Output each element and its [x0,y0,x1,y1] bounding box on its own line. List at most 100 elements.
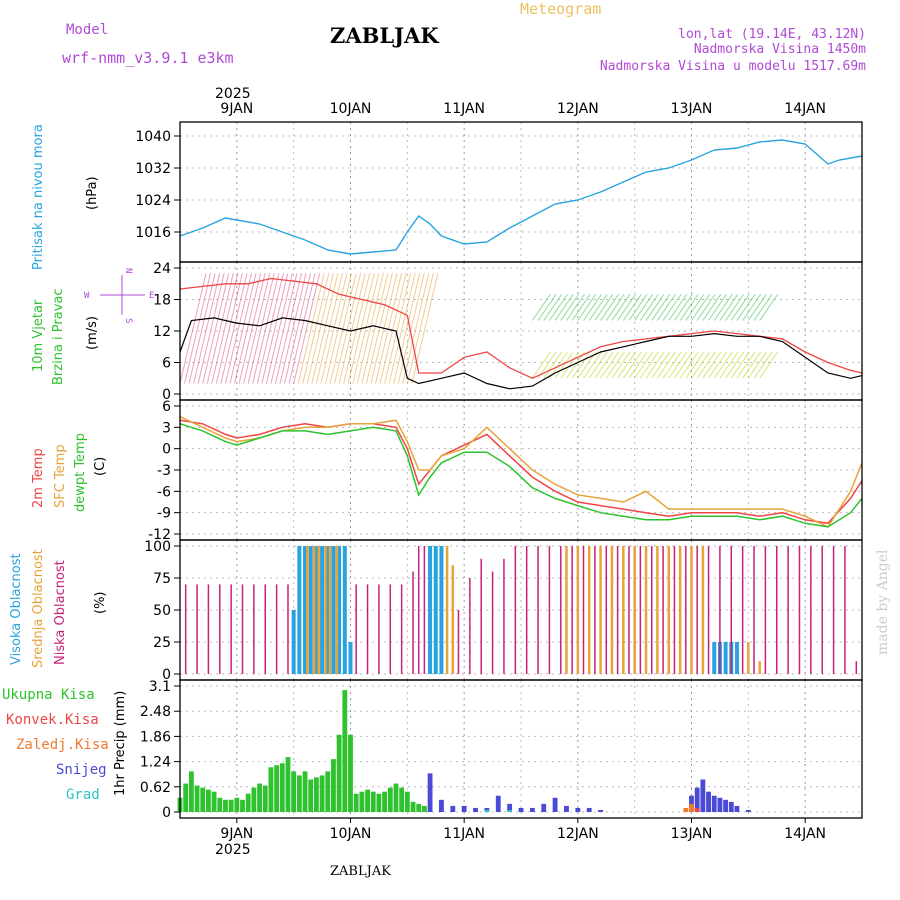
wind-barb [554,351,574,379]
cloud-unit: (%) [93,592,108,615]
wind-barb [679,351,699,379]
wind-barb [352,273,380,384]
y-tick-label: -3 [157,463,171,479]
low-cloud-bar [776,546,778,674]
low-cloud-bar [503,558,505,674]
compass-s: S [123,318,133,323]
cloud-title-3: Niska Oblacnost [53,560,68,665]
grid-layer [180,122,863,818]
low-cloud-bar [594,546,596,674]
wind-barb [566,293,585,321]
low-cloud-bar [741,546,744,674]
low-cloud-bar [696,546,698,674]
wind-barb [645,293,665,321]
wind-barb [668,351,688,379]
wind-barb [651,351,671,379]
x-bottom-day-label: 14JAN [784,826,826,842]
y-tick-label: 1.86 [140,729,171,745]
low-cloud-bar [400,584,403,674]
low-cloud-bar [412,571,414,674]
precipitation-panel [177,690,751,812]
precip-total-bar [251,787,257,812]
wind-barb [730,293,750,321]
low-cloud-bar [832,546,835,674]
y-tick-label: 25 [153,635,171,651]
y-tick-label: 0.62 [140,780,171,796]
x-bottom-day-label: 9JAN [220,826,253,842]
panel-frame [179,679,863,819]
low-cloud-bar [628,546,630,674]
precip-total-bar [223,799,228,812]
model-elevation-label: Nadmorska Visina u modelu 1517.69m [600,59,866,74]
wind-barb [747,351,767,379]
high-cloud-bar [291,610,296,674]
precip-total-bar [331,759,336,812]
precip-legend: Ukupna Kisa Konvek.Kisa Zaledj.Kisa Snij… [2,687,109,803]
wind-barb [560,293,580,321]
precip-snow-bar [427,773,433,812]
precip-snow-bar [734,805,740,812]
compass-icon: W E N S [84,268,154,323]
wind-barb [356,273,384,384]
wind-barb [736,351,756,379]
lonlat-label: lon,lat (19.14E, 43.12N) [678,27,866,42]
wind-barb [388,273,416,384]
low-cloud-bar [662,546,664,674]
wind-barb [384,273,412,384]
high-cloud-bar [331,546,336,674]
wind-barb [202,273,230,384]
y-tick-label: 0 [162,442,171,458]
mid-cloud-bar [599,546,602,674]
y-tick-label: 50 [153,603,171,619]
y-tick-label: 2.48 [140,704,171,720]
wind-barb [243,273,271,384]
x-bottom-day-label: 11JAN [443,826,485,842]
watermark: made by Angel [875,549,891,655]
wind-barb [288,273,316,384]
low-cloud-bar [253,584,255,674]
precip-snow-bar [575,807,581,812]
low-cloud-bar [378,584,380,674]
precip-snow-bar [473,807,478,812]
precip-total-bar [268,767,274,812]
elevation-label: Nadmorska Visina 1450m [694,42,866,57]
wind-barb [265,273,293,384]
mid-cloud-bar [667,546,671,674]
mid-cloud-bar [644,546,648,674]
legend-freezing: Zaledj.Kisa [16,737,109,753]
wind-barb [297,273,325,384]
precip-total-bar [245,793,251,812]
low-cloud-bar [753,546,755,674]
wind-barb [656,351,676,379]
wind-barb [594,351,614,379]
precip-total-bar [387,787,393,812]
y-tick-label: 0 [162,805,171,821]
wind-barb [674,351,693,379]
mid-cloud-bar [306,546,309,674]
wind-barb [554,293,574,321]
wind-barb [531,293,551,321]
temp-title-3: dewpt Temp [73,433,88,512]
wind-barb [543,293,563,321]
precip-total-bar [308,779,314,812]
high-cloud-bar [325,546,330,674]
precip-total-bar [382,791,388,812]
y-tick-label: 1.24 [140,755,171,771]
low-cloud-bar [241,584,244,674]
precip-total-bar [234,797,240,812]
y-tick-label: 6 [162,399,171,415]
low-cloud-bar [457,610,460,674]
wind-barb [662,351,682,379]
x-top-day-label: 14JAN [784,101,826,117]
wind-barb [302,273,330,384]
mid-cloud-bar [451,565,455,674]
mid-cloud-bar [701,546,705,674]
precip-graupel-bar [507,809,513,812]
wind-barb [605,351,625,379]
precip-graupel-bar [484,809,490,812]
wind-barb [656,293,676,321]
precip-total-bar [342,690,348,812]
x-bottom-day-label: 12JAN [557,826,599,842]
y-tick-label: -9 [157,506,171,522]
wind-barb [549,293,568,321]
